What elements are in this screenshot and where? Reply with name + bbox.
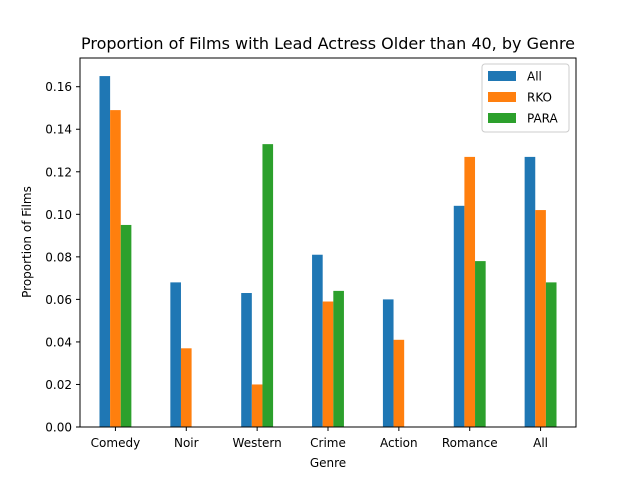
bar-rko-all <box>535 210 546 427</box>
y-axis-label: Proportion of Films <box>20 186 34 298</box>
y-tick-label: 0.16 <box>45 80 72 94</box>
y-axis-ticks: 0.00 0.02 0.04 0.06 0.08 0.10 0.12 0.14 0.16 <box>45 80 80 435</box>
y-tick-label: 0.10 <box>45 208 72 222</box>
bar-rko-noir <box>180 348 192 427</box>
bar-para-western <box>262 144 274 428</box>
legend-label-para: PARA <box>527 112 559 126</box>
legend-swatch-para <box>488 113 516 123</box>
y-tick-label: 0.14 <box>45 123 72 137</box>
x-tick-label: Comedy <box>91 436 141 450</box>
legend-label-all: All <box>527 70 542 84</box>
x-axis-label: Genre <box>310 456 346 470</box>
bar-rko-comedy <box>110 110 121 427</box>
x-tick-label: Romance <box>442 436 498 450</box>
bar-rko-action <box>393 339 405 427</box>
bar-all-all <box>524 156 536 428</box>
y-tick-label: 0.04 <box>45 335 72 349</box>
legend-swatch-rko <box>488 92 516 102</box>
bar-all-western <box>241 293 252 427</box>
bars-layer <box>99 76 557 428</box>
bar-all-noir <box>170 282 181 427</box>
bar-all-action <box>382 299 394 427</box>
bar-rko-western <box>251 384 263 427</box>
plot-frame <box>79 57 577 428</box>
x-tick-label: Action <box>380 436 418 450</box>
x-tick-label: Western <box>233 436 282 450</box>
y-tick-label: 0.02 <box>45 378 72 392</box>
bar-para-romance <box>475 261 486 427</box>
y-tick-label: 0.00 <box>45 421 72 435</box>
x-tick-label: Noir <box>174 436 199 450</box>
legend-swatch-all <box>488 71 516 81</box>
y-tick-label: 0.06 <box>45 293 72 307</box>
legend-label-rko: RKO <box>527 91 552 105</box>
bar-para-crime <box>333 290 344 427</box>
bar-all-comedy <box>99 76 111 427</box>
bar-para-comedy <box>120 224 132 427</box>
y-tick-label: 0.12 <box>45 165 72 179</box>
legend: All RKO PARA <box>481 63 570 133</box>
chart-title: Proportion of Films with Lead Actress Ol… <box>81 34 575 53</box>
x-tick-label: Crime <box>310 436 346 450</box>
bar-all-romance <box>453 205 465 427</box>
y-tick-label: 0.08 <box>45 250 72 264</box>
bar-para-all <box>545 282 557 427</box>
x-tick-label: All <box>533 436 548 450</box>
bar-rko-crime <box>322 301 334 427</box>
bar-all-crime <box>312 254 323 427</box>
x-axis-ticks: Comedy Noir Western Crime Action Romance All <box>91 427 548 450</box>
bar-rko-romance <box>464 156 476 428</box>
